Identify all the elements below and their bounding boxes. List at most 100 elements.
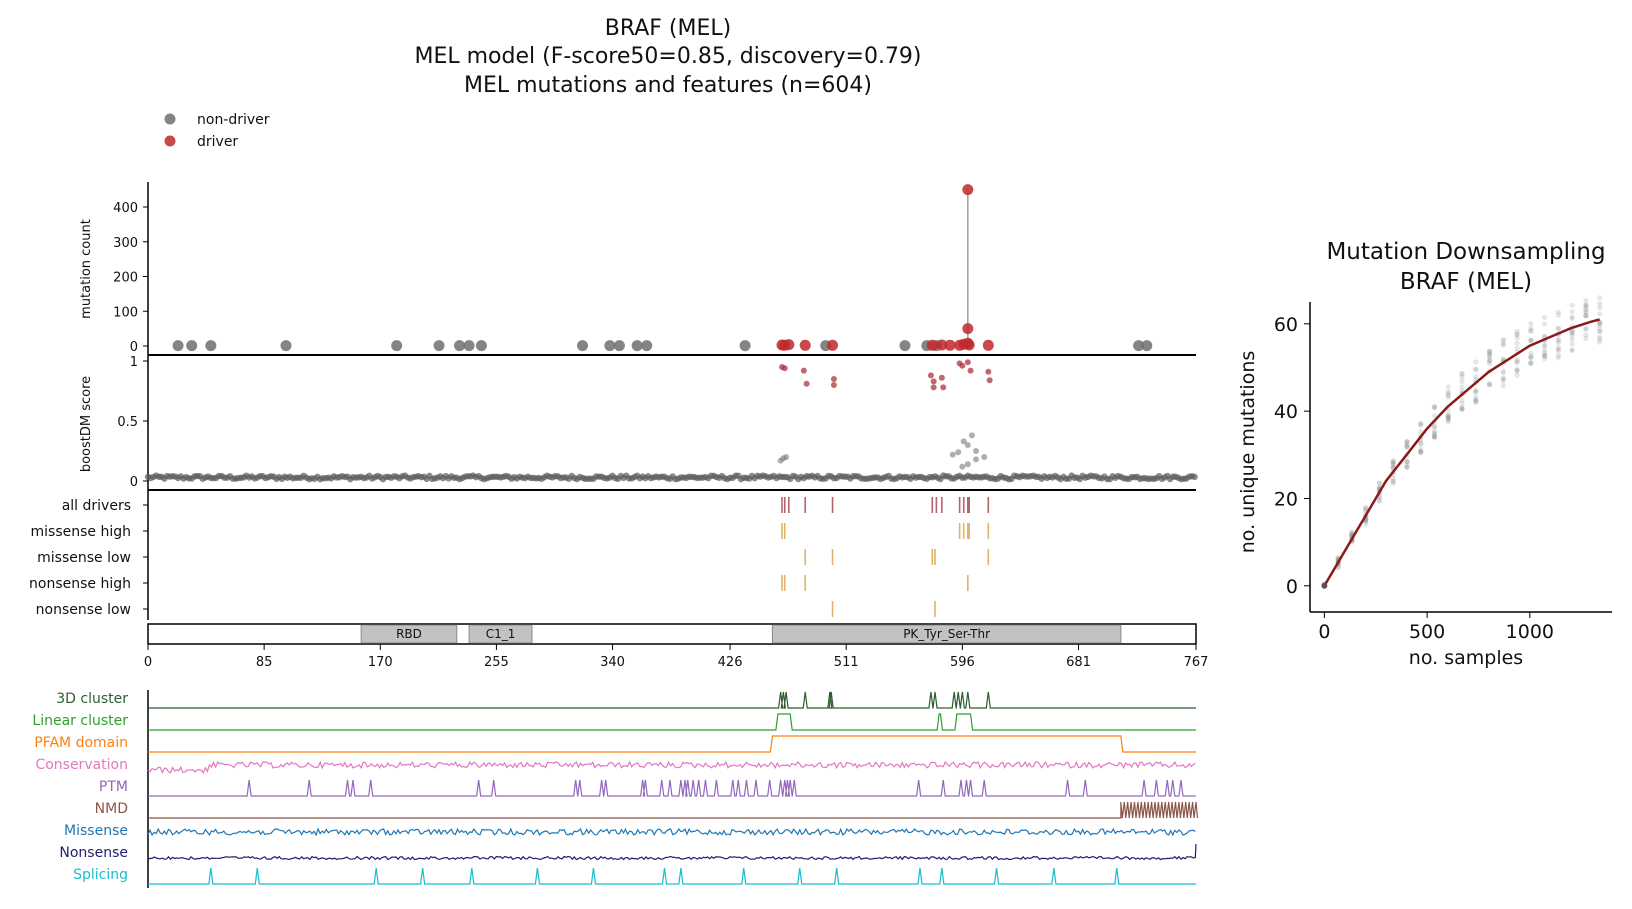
downsampling-point bbox=[1555, 355, 1561, 361]
downsampling-point bbox=[1431, 433, 1438, 440]
downsampling-point bbox=[1528, 325, 1534, 331]
downsampling-ticks: 0 500 1000 0 20 40 60 bbox=[1274, 314, 1554, 643]
mutation-count-y-label: mutation count bbox=[79, 219, 94, 319]
downsampling-point bbox=[1418, 440, 1424, 446]
downsampling-point bbox=[1473, 389, 1479, 395]
downsampling-point bbox=[1404, 439, 1410, 445]
boostdm-y-tick-label: 0 bbox=[130, 475, 138, 490]
downsampling-point bbox=[1473, 397, 1479, 403]
downsampling-point bbox=[1569, 315, 1575, 322]
boostdm-y-tick-label: 0.5 bbox=[117, 415, 138, 430]
downsampling-point bbox=[1500, 378, 1506, 384]
downsampling-point bbox=[1542, 352, 1548, 358]
non-driver-point bbox=[205, 340, 217, 352]
downsampling-point bbox=[1473, 366, 1479, 373]
domain-box bbox=[468, 624, 533, 644]
downsampling-point bbox=[1583, 313, 1589, 319]
downsampling-y-tick-label: 60 bbox=[1274, 314, 1298, 336]
downsampling-point bbox=[1528, 359, 1534, 366]
downsampling-point bbox=[1569, 347, 1575, 354]
feature-track-line bbox=[148, 691, 1196, 709]
downsampling-point bbox=[1404, 444, 1410, 450]
downsampling-point bbox=[1473, 387, 1479, 393]
downsampling-point bbox=[1500, 375, 1506, 381]
mutation-count-y-tick-label: 0 bbox=[130, 340, 138, 355]
downsampling-point bbox=[1555, 309, 1561, 315]
downsampling-point bbox=[1445, 414, 1451, 420]
downsampling-point bbox=[1431, 424, 1438, 430]
consequence-row-label: missense low bbox=[37, 550, 131, 566]
downsampling-point bbox=[1542, 353, 1548, 359]
feature-track-label: Missense bbox=[64, 823, 128, 839]
downsampling-title: Mutation Downsampling bbox=[1326, 239, 1605, 265]
domain-box bbox=[771, 624, 1122, 644]
downsampling-point bbox=[1569, 330, 1575, 336]
downsampling-point bbox=[1597, 305, 1603, 311]
boostdm-baseline-point bbox=[1191, 473, 1198, 481]
domain-boxes: RBD C1_1 PK_Tyr_Ser-Thr bbox=[360, 624, 1122, 644]
downsampling-point bbox=[1363, 505, 1369, 511]
feature-track-label: Splicing bbox=[73, 867, 128, 883]
downsampling-point bbox=[1486, 356, 1493, 363]
mutation-count-panel: mutation count 0 100 200 300 400 bbox=[79, 182, 1196, 356]
feature-track-label: NMD bbox=[95, 801, 128, 817]
position-x-ticks: 0 85 170 255 340 426 511 596 681 767 bbox=[144, 644, 1208, 670]
downsampling-point bbox=[1597, 328, 1603, 334]
boostdm-nondriver-point bbox=[964, 461, 971, 468]
boostdm-nondriver-point bbox=[959, 463, 966, 470]
non-driver-point bbox=[391, 340, 403, 352]
downsampling-point bbox=[1459, 397, 1465, 403]
downsampling-point bbox=[1569, 347, 1575, 353]
downsampling-point bbox=[1459, 384, 1465, 390]
position-x-tick-label: 340 bbox=[600, 655, 625, 670]
feature-track-line bbox=[148, 867, 1196, 885]
downsampling-point bbox=[1583, 326, 1589, 332]
downsampling-point bbox=[1569, 309, 1575, 315]
feature-track-line bbox=[148, 779, 1196, 797]
downsampling-point bbox=[1569, 336, 1575, 342]
downsampling-point bbox=[1500, 342, 1506, 348]
downsampling-point bbox=[1431, 429, 1438, 435]
downsampling-point bbox=[1349, 529, 1355, 535]
driver-point bbox=[926, 339, 938, 351]
downsampling-point bbox=[1459, 406, 1465, 412]
driver-point bbox=[783, 339, 795, 351]
downsampling-point bbox=[1431, 429, 1438, 436]
downsampling-point bbox=[1542, 347, 1548, 353]
downsampling-point bbox=[1390, 478, 1396, 485]
non-driver-point bbox=[475, 340, 487, 352]
downsampling-point bbox=[1459, 401, 1465, 407]
consequence-rows: all drivers missense high missense low nons… bbox=[29, 497, 990, 618]
non-driver-point bbox=[604, 340, 616, 352]
downsampling-point bbox=[1555, 326, 1561, 332]
downsampling-point bbox=[1528, 337, 1534, 343]
downsampling-point bbox=[1597, 300, 1603, 307]
downsampling-point bbox=[1514, 367, 1520, 374]
downsampling-point bbox=[1473, 366, 1479, 373]
downsampling-point bbox=[1459, 371, 1465, 377]
non-driver-point bbox=[613, 340, 625, 352]
downsampling-point bbox=[1445, 384, 1451, 390]
consequence-row-label: nonsense high bbox=[29, 576, 131, 592]
downsampling-point bbox=[1528, 320, 1534, 327]
downsampling-point bbox=[1555, 312, 1561, 318]
downsampling-point bbox=[1376, 498, 1383, 504]
domain-label: C1_1 bbox=[486, 627, 516, 641]
downsampling-point bbox=[1404, 442, 1410, 448]
feature-track-label: Conservation bbox=[35, 757, 128, 773]
downsampling-point bbox=[1583, 325, 1589, 332]
downsampling-point bbox=[1473, 397, 1479, 403]
downsampling-point bbox=[1542, 321, 1548, 327]
downsampling-point bbox=[1376, 498, 1383, 504]
downsampling-point bbox=[1514, 366, 1520, 372]
boostdm-nondriver-point bbox=[973, 456, 980, 463]
downsampling-point bbox=[1404, 463, 1410, 469]
downsampling-x-tick-label: 500 bbox=[1409, 621, 1445, 643]
downsampling-point bbox=[1500, 338, 1506, 344]
downsampling-point bbox=[1486, 351, 1493, 357]
downsampling-point bbox=[1514, 332, 1520, 338]
downsampling-point bbox=[1583, 304, 1589, 310]
downsampling-point bbox=[1583, 302, 1589, 309]
boostdm-driver-point bbox=[927, 372, 934, 379]
